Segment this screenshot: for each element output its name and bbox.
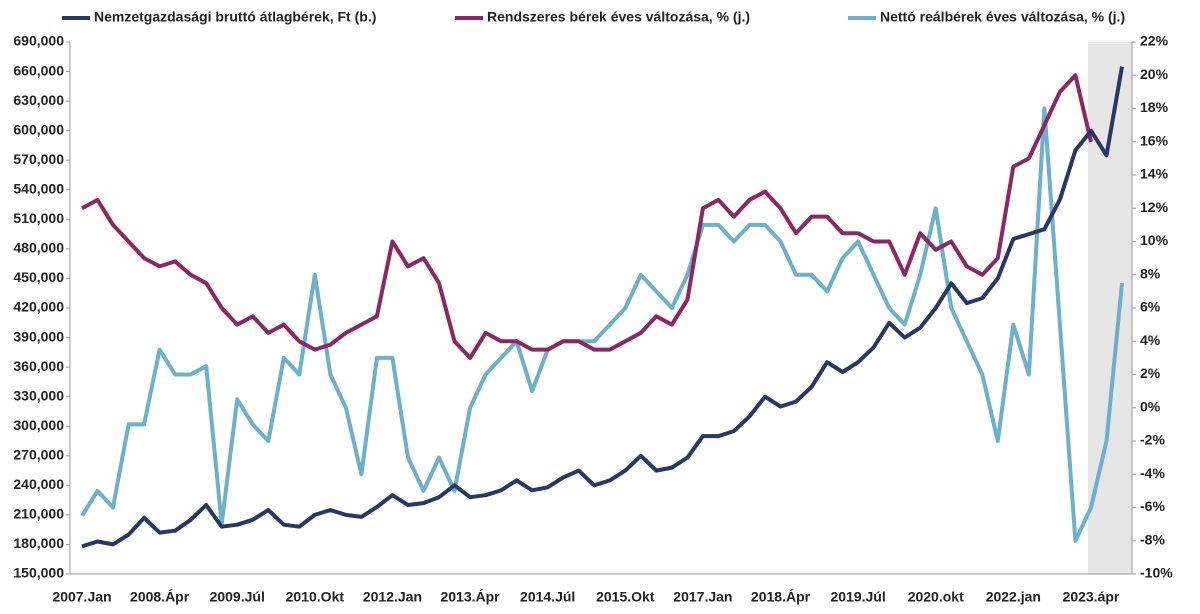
y2-tick-label: -8% [1140, 531, 1165, 547]
x-tick-label: 2019.Júl [830, 589, 885, 605]
y2-tick-label: 2% [1140, 365, 1161, 381]
y-tick-label: 570,000 [13, 151, 64, 167]
y2-tick-label: 20% [1140, 66, 1169, 82]
legend-label: Rendszeres bérek éves változása, % (j.) [487, 9, 750, 25]
x-tick-label: 2014.Júl [520, 589, 575, 605]
x-tick-label: 2007.Jan [52, 589, 111, 605]
x-tick-label: 2009.Júl [210, 589, 265, 605]
y-tick-label: 150,000 [13, 565, 64, 581]
y-tick-label: 480,000 [13, 240, 64, 256]
x-tick-label: 2008.Ápr [130, 589, 190, 605]
y-tick-label: 360,000 [13, 358, 64, 374]
x-tick-label: 2023.ápr [1063, 589, 1120, 605]
x-tick-label: 2013.Ápr [440, 589, 500, 605]
y-tick-label: 630,000 [13, 92, 64, 108]
series-line [81, 73, 1093, 360]
y2-tick-label: 18% [1140, 99, 1169, 115]
x-tick-label: 2017.Jan [673, 589, 732, 605]
y2-tick-label: 10% [1140, 232, 1169, 248]
y-tick-label: 240,000 [13, 476, 64, 492]
x-tick-label: 2010.Okt [286, 589, 345, 605]
y-tick-label: 600,000 [13, 121, 64, 137]
y2-tick-label: -2% [1140, 432, 1165, 448]
series-line [81, 66, 1124, 549]
y2-tick-label: 4% [1140, 332, 1161, 348]
x-tick-label: 2018.Ápr [751, 589, 811, 605]
x-tick-label: 2020.okt [908, 589, 964, 605]
y2-tick-label: 14% [1140, 166, 1169, 182]
y2-tick-label: -10% [1140, 565, 1173, 581]
y-tick-label: 330,000 [13, 387, 64, 403]
y-tick-label: 510,000 [13, 210, 64, 226]
y2-tick-label: 8% [1140, 265, 1161, 281]
y2-tick-label: 6% [1140, 299, 1161, 315]
y-tick-label: 210,000 [13, 506, 64, 522]
series-line [80, 106, 1124, 543]
y-tick-label: 450,000 [13, 269, 64, 285]
y-tick-label: 180,000 [13, 535, 64, 551]
y2-tick-label: 0% [1140, 398, 1161, 414]
y-tick-label: 540,000 [13, 180, 64, 196]
x-tick-label: 2022.jan [986, 589, 1041, 605]
x-tick-label: 2012.Jan [363, 589, 422, 605]
y2-tick-label: 12% [1140, 199, 1169, 215]
y2-tick-label: -6% [1140, 498, 1165, 514]
legend-label: Nettó reálbérek éves változása, % (j.) [880, 9, 1125, 25]
y2-tick-label: -4% [1140, 465, 1165, 481]
y-tick-label: 300,000 [13, 417, 64, 433]
y-tick-label: 270,000 [13, 446, 64, 462]
y-tick-label: 660,000 [13, 62, 64, 78]
x-tick-label: 2015.Okt [596, 589, 655, 605]
y2-tick-label: 22% [1140, 33, 1169, 49]
y-tick-label: 420,000 [13, 299, 64, 315]
y-tick-label: 390,000 [13, 328, 64, 344]
y-tick-label: 690,000 [13, 33, 64, 49]
y2-tick-label: 16% [1140, 132, 1169, 148]
legend-label: Nemzetgazdasági bruttó átlagbérek, Ft (b… [94, 9, 376, 25]
